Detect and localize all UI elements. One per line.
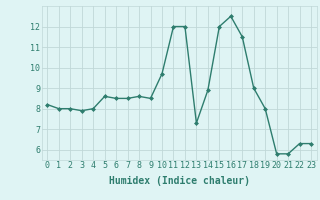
X-axis label: Humidex (Indice chaleur): Humidex (Indice chaleur)	[109, 176, 250, 186]
